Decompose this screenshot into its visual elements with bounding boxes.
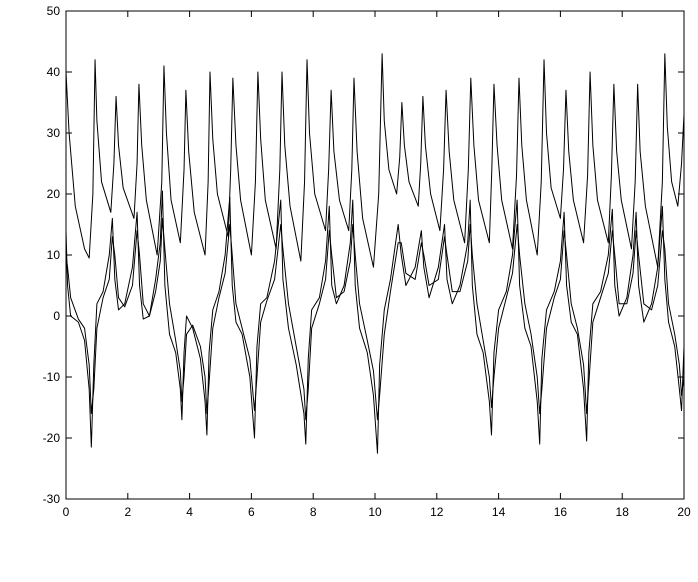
- y-tick-label: -10: [43, 370, 61, 384]
- x-tick-label: 6: [248, 505, 255, 519]
- y-tick-label: 10: [47, 248, 61, 262]
- x-tick-label: 12: [430, 505, 444, 519]
- x-tick-label: 20: [677, 505, 691, 519]
- x-tick-label: 2: [124, 505, 131, 519]
- y-tick-label: 20: [47, 187, 61, 201]
- y-tick-label: -30: [43, 492, 61, 506]
- x-tick-label: 10: [368, 505, 382, 519]
- y-tick-label: 50: [47, 4, 61, 18]
- x-tick-label: 14: [492, 505, 506, 519]
- data-line: [65, 217, 685, 421]
- x-tick-label: 16: [554, 505, 568, 519]
- y-tick-label: 30: [47, 126, 61, 140]
- y-tick-label: 40: [47, 65, 61, 79]
- y-tick-label: 0: [53, 309, 60, 323]
- data-line: [65, 53, 685, 268]
- x-tick-label: 8: [310, 505, 317, 519]
- data-line: [65, 190, 685, 454]
- x-tick-label: 18: [616, 505, 630, 519]
- y-tick-label: -20: [43, 431, 61, 445]
- x-tick-label: 0: [63, 505, 70, 519]
- x-tick-label: 4: [186, 505, 193, 519]
